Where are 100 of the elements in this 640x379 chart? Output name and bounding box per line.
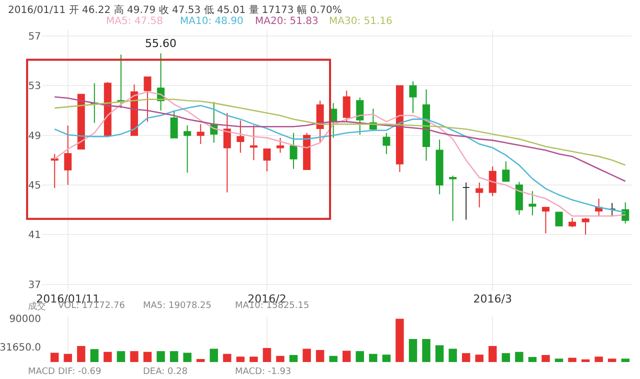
candlestick [184, 124, 192, 174]
text: MACD: -1.93 [235, 367, 292, 377]
candlestick [436, 139, 444, 195]
y-tick-label: 41 [28, 230, 41, 242]
text: MA10: 48.90 [180, 16, 244, 27]
bar [396, 318, 404, 362]
bar [448, 348, 457, 362]
bar [223, 354, 232, 362]
text: MA5: 47.58 [106, 16, 164, 27]
text: DIF: -0.69 [58, 367, 102, 377]
bar [594, 356, 603, 362]
candlestick [568, 217, 576, 228]
candlestick [488, 166, 496, 197]
bar [342, 350, 351, 362]
bar [262, 348, 272, 362]
bar [382, 354, 391, 362]
text: 成交 [28, 301, 46, 312]
candlestick [555, 212, 563, 226]
bar [90, 349, 99, 362]
bar [568, 358, 576, 362]
bar [104, 352, 112, 362]
candlestick [476, 182, 484, 208]
bar [156, 351, 165, 362]
candlestick [117, 54, 125, 109]
candlestick [582, 217, 590, 236]
text: DEA: 0.28 [143, 367, 188, 377]
bar [250, 356, 258, 362]
bar [422, 339, 430, 362]
line-series [54, 96, 626, 182]
candlestick [542, 206, 550, 234]
bar [289, 355, 298, 362]
bar [621, 358, 630, 362]
bar [369, 354, 378, 362]
bar [356, 351, 364, 362]
line-series [54, 98, 626, 166]
candlestick [409, 80, 417, 114]
candlestick [276, 137, 284, 154]
annotation: 55.60 [145, 37, 176, 50]
bar [435, 345, 444, 362]
candlestick [382, 132, 390, 154]
bar [608, 358, 616, 362]
bar [488, 346, 497, 362]
bar [143, 352, 152, 362]
candlestick [196, 124, 204, 145]
bar [130, 351, 138, 362]
y-tick-label: 49 [28, 130, 41, 142]
y-tick-label: 90000 [9, 314, 41, 326]
candlestick [528, 190, 536, 216]
bar [302, 348, 311, 362]
candlestick [104, 81, 112, 138]
candlestick [144, 76, 152, 122]
text: 2016/01/11 开 46.22 高 49.79 收 47.53 低 45.01 量 17173 幅 0.70% [8, 4, 342, 16]
candlestick [250, 124, 258, 161]
bar [515, 352, 524, 362]
candlestick [422, 88, 430, 162]
candlestick [64, 125, 72, 186]
candlestick [449, 175, 457, 222]
candlestick [303, 132, 311, 170]
text: MA20: 51.83 [255, 16, 318, 27]
y-tick-label: 45 [28, 180, 41, 192]
candlestick [396, 85, 404, 172]
text: MA10: 15825.15 [235, 301, 310, 311]
bar [475, 354, 484, 362]
candlestick [622, 202, 630, 224]
bar [77, 346, 86, 362]
y-tick-label: 57 [28, 32, 41, 43]
bar [210, 348, 218, 362]
bar [329, 356, 338, 362]
bar [502, 353, 510, 362]
bar [528, 357, 537, 362]
candlestick [223, 112, 231, 193]
candlestick [515, 181, 523, 216]
candlestick [50, 153, 58, 189]
candlestick [356, 96, 364, 136]
bar [408, 339, 418, 362]
candlestick [263, 148, 271, 172]
bar [116, 351, 126, 362]
bar [542, 355, 550, 362]
bar [183, 352, 192, 362]
y-tick-label: 53 [28, 81, 41, 92]
bar [316, 350, 324, 362]
candlestick [170, 110, 178, 138]
y-tick-label: 31650.0 [0, 342, 41, 354]
candlestick [462, 182, 470, 220]
text: MACD [28, 367, 56, 377]
candlestick [502, 160, 510, 182]
bar [170, 351, 178, 362]
candlestick [290, 132, 298, 170]
x-tick-label: 2016/3 [473, 292, 512, 306]
candlestick [342, 90, 350, 123]
y-tick-label: 37 [28, 280, 41, 291]
bar [554, 358, 564, 362]
bar [64, 354, 72, 362]
bar [50, 352, 59, 362]
bar [276, 356, 284, 362]
candlestick [236, 120, 244, 154]
text: MA5: 19078.25 [143, 301, 212, 311]
text: MA30: 51.16 [329, 16, 392, 27]
bar [196, 358, 205, 362]
bar [236, 356, 245, 362]
